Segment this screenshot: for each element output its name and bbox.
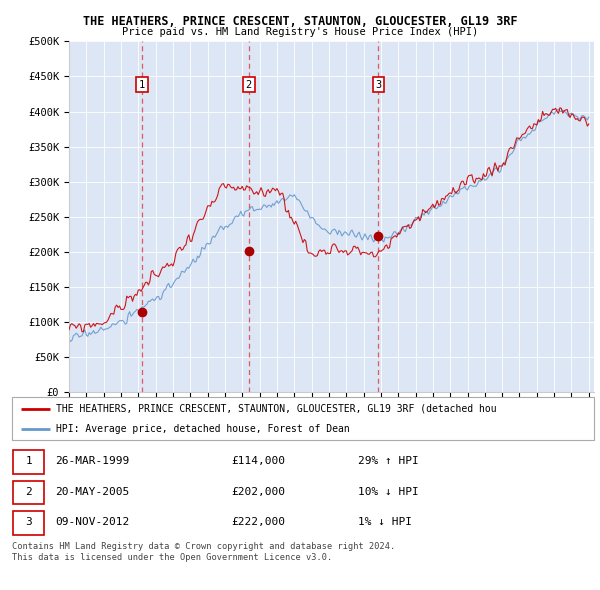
Text: 20-MAY-2005: 20-MAY-2005: [55, 487, 130, 497]
Text: 1% ↓ HPI: 1% ↓ HPI: [358, 517, 412, 527]
Text: £222,000: £222,000: [231, 517, 285, 527]
Text: 3: 3: [376, 80, 382, 90]
Text: 2: 2: [25, 487, 32, 497]
Text: THE HEATHERS, PRINCE CRESCENT, STAUNTON, GLOUCESTER, GL19 3RF (detached hou: THE HEATHERS, PRINCE CRESCENT, STAUNTON,…: [56, 404, 496, 414]
Text: £202,000: £202,000: [231, 487, 285, 497]
Text: 1: 1: [139, 80, 145, 90]
FancyBboxPatch shape: [13, 450, 44, 474]
Text: 3: 3: [25, 517, 32, 527]
Text: HPI: Average price, detached house, Forest of Dean: HPI: Average price, detached house, Fore…: [56, 424, 349, 434]
Text: £114,000: £114,000: [231, 456, 285, 466]
FancyBboxPatch shape: [13, 511, 44, 535]
Text: THE HEATHERS, PRINCE CRESCENT, STAUNTON, GLOUCESTER, GL19 3RF: THE HEATHERS, PRINCE CRESCENT, STAUNTON,…: [83, 15, 517, 28]
Text: 29% ↑ HPI: 29% ↑ HPI: [358, 456, 418, 466]
Text: Price paid vs. HM Land Registry's House Price Index (HPI): Price paid vs. HM Land Registry's House …: [122, 27, 478, 37]
Text: 26-MAR-1999: 26-MAR-1999: [55, 456, 130, 466]
Text: 09-NOV-2012: 09-NOV-2012: [55, 517, 130, 527]
Text: Contains HM Land Registry data © Crown copyright and database right 2024.
This d: Contains HM Land Registry data © Crown c…: [12, 542, 395, 562]
Text: 1: 1: [25, 456, 32, 466]
FancyBboxPatch shape: [13, 480, 44, 504]
Text: 2: 2: [246, 80, 252, 90]
Text: 10% ↓ HPI: 10% ↓ HPI: [358, 487, 418, 497]
